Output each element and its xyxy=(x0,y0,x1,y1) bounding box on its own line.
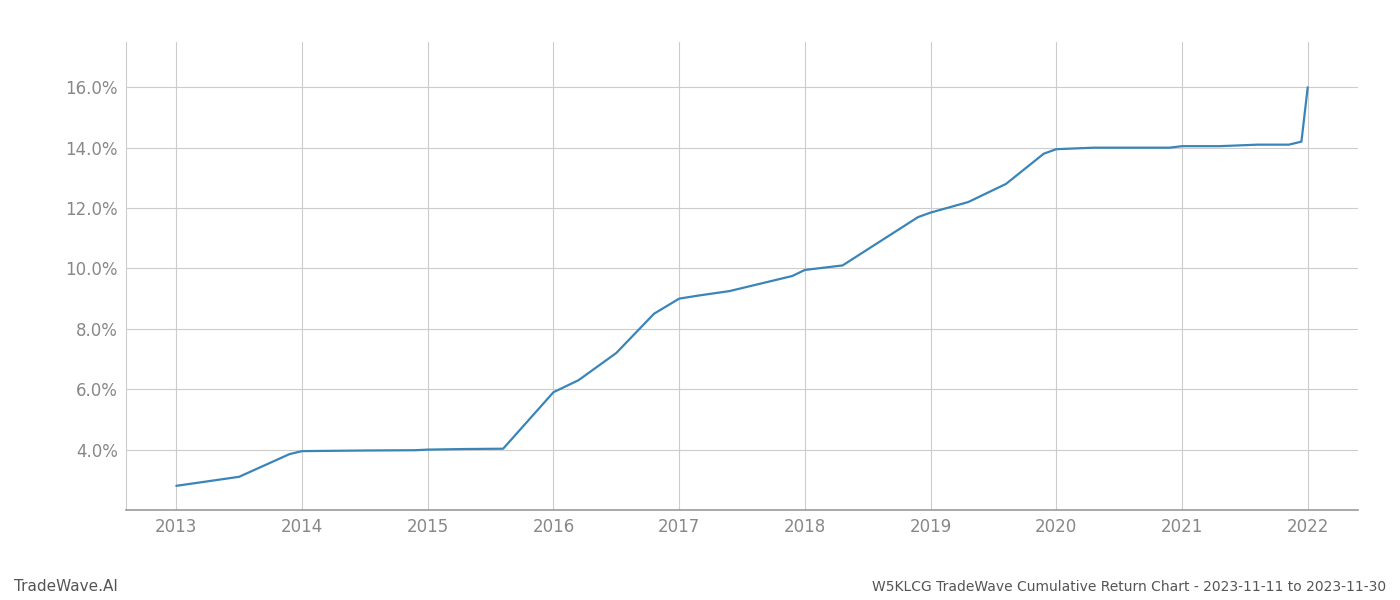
Text: W5KLCG TradeWave Cumulative Return Chart - 2023-11-11 to 2023-11-30: W5KLCG TradeWave Cumulative Return Chart… xyxy=(872,580,1386,594)
Text: TradeWave.AI: TradeWave.AI xyxy=(14,579,118,594)
